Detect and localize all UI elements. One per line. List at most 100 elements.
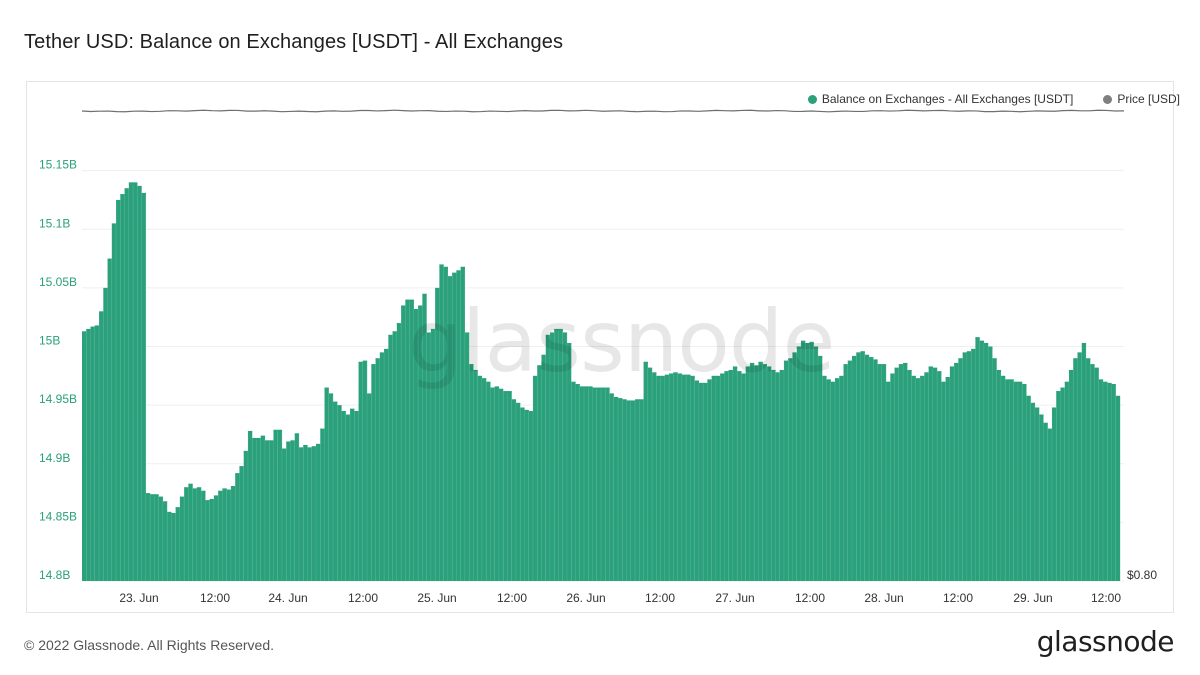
x-tick-label: 12:00 — [497, 591, 527, 605]
balance-bar — [932, 367, 938, 581]
balance-bar — [1073, 358, 1078, 581]
balance-bar — [890, 373, 895, 581]
balance-bar — [154, 494, 159, 581]
balance-bar — [256, 437, 261, 581]
balance-bar — [622, 399, 627, 581]
balance-bar — [647, 367, 653, 581]
balance-bar — [605, 387, 610, 581]
balance-bar — [94, 325, 100, 581]
balance-bar — [498, 388, 504, 581]
balance-bar — [1051, 407, 1057, 581]
balance-bar — [618, 398, 623, 581]
balance-bar — [464, 332, 470, 581]
balance-bar — [226, 489, 232, 581]
balance-bar — [524, 409, 529, 581]
balance-bar — [320, 428, 325, 581]
balance-bar — [979, 340, 985, 581]
balance-bar — [741, 373, 746, 581]
balance-bar — [350, 408, 355, 581]
balance-bar — [384, 348, 389, 581]
bar-layer — [82, 182, 1121, 581]
balance-bar — [983, 342, 989, 581]
balance-bar — [179, 496, 185, 581]
balance-bar — [375, 358, 380, 581]
balance-bar — [656, 375, 661, 581]
balance-bar — [545, 334, 551, 581]
x-tick-label: 12:00 — [795, 591, 825, 605]
balance-bar — [1111, 384, 1116, 581]
balance-bar — [856, 352, 861, 581]
balance-bar — [669, 373, 674, 581]
balance-bar — [371, 364, 376, 581]
balance-bar — [1060, 387, 1065, 581]
balance-bar — [141, 192, 146, 581]
balance-bar — [273, 429, 278, 581]
balance-bar — [783, 360, 789, 581]
legend-item-price[interactable]: Price [USD] — [1103, 92, 1180, 106]
balance-bar — [707, 379, 712, 581]
balance-bar — [924, 372, 929, 581]
balance-bar — [809, 341, 814, 581]
balance-bar — [520, 407, 525, 581]
balance-bar — [1056, 391, 1061, 581]
x-tick-label: 24. Jun — [268, 591, 307, 605]
balance-bar — [1047, 428, 1053, 581]
balance-bar — [503, 391, 508, 581]
balance-bar — [575, 384, 580, 581]
balance-bar — [477, 375, 483, 581]
balance-bar — [920, 375, 925, 581]
balance-bar — [860, 351, 865, 581]
balance-bar — [805, 342, 810, 581]
balance-bar — [247, 430, 253, 581]
glassnode-logo[interactable]: glassnode — [1036, 625, 1175, 658]
balance-bar — [1043, 422, 1048, 581]
balance-bar — [188, 483, 193, 581]
balance-bar — [315, 443, 321, 581]
balance-bar — [430, 328, 436, 581]
balance-bar — [358, 361, 363, 581]
balance-bar — [158, 496, 163, 581]
balance-bar — [490, 387, 495, 581]
balance-bar — [392, 331, 397, 581]
balance-bar — [800, 340, 806, 581]
balance-bar — [813, 346, 819, 581]
balance-bar — [264, 440, 270, 581]
balance-bar — [954, 362, 959, 581]
balance-bar — [928, 366, 933, 581]
balance-bar — [673, 372, 678, 581]
balance-bar — [443, 266, 448, 581]
balance-bar — [145, 493, 151, 581]
balance-bar — [294, 433, 300, 581]
balance-bar — [1077, 352, 1082, 581]
balance-bar — [230, 486, 236, 581]
balance-bar — [558, 328, 563, 581]
balance-bar — [456, 270, 461, 581]
balance-bar — [252, 437, 257, 581]
balance-bar — [596, 387, 602, 581]
y-tick-label: 15.1B — [39, 216, 70, 230]
balance-bar — [690, 375, 695, 581]
balance-bar — [817, 355, 823, 581]
legend-item-balance[interactable]: Balance on Exchanges - All Exchanges [US… — [807, 92, 1073, 106]
balance-bar — [588, 386, 593, 581]
balance-bar — [162, 501, 168, 581]
balance-bar — [1090, 364, 1095, 581]
balance-bar — [290, 440, 295, 581]
balance-bar — [737, 371, 742, 581]
balance-bar — [749, 362, 755, 581]
balance-bar — [418, 305, 423, 581]
balance-bar — [958, 358, 963, 581]
y-tick-label: 15.15B — [39, 158, 77, 172]
balance-bar — [579, 386, 585, 581]
balance-bar — [609, 393, 614, 581]
balance-bar — [439, 264, 444, 581]
balance-bar — [788, 358, 793, 581]
balance-bar — [1107, 382, 1112, 581]
balance-bar — [635, 399, 640, 581]
balance-bar — [515, 402, 521, 581]
balance-bar — [213, 495, 219, 581]
balance-bar — [405, 299, 410, 581]
balance-bar — [116, 199, 121, 581]
balance-bar — [941, 381, 946, 581]
balance-bar — [528, 410, 534, 581]
